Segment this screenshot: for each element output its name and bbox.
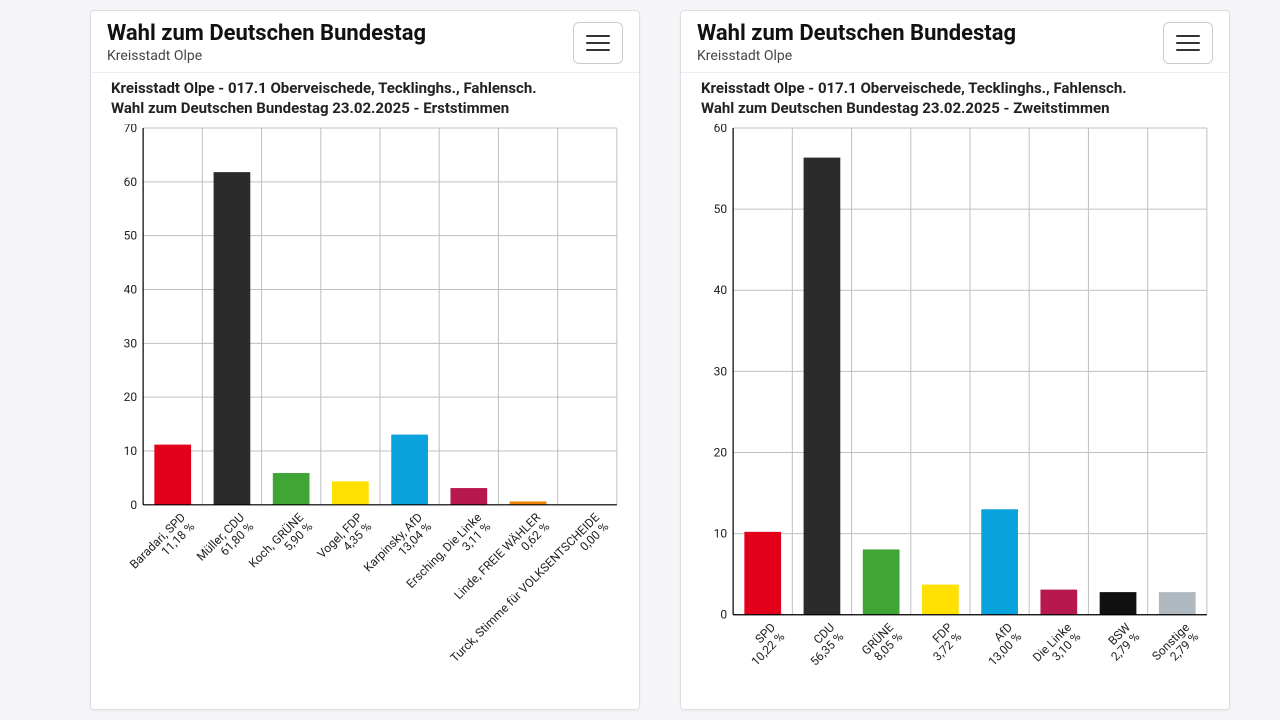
y-tick-label: 20 xyxy=(124,390,138,404)
x-labels: SPD10,22 %CDU56,35 % GRÜNE8,05 % FDP3,72 %… xyxy=(689,621,1217,710)
panel-header: Wahl zum Deutschen Bundestag Kreisstadt … xyxy=(91,11,639,73)
x-tick-label: Müller, CDU61,80 % xyxy=(194,511,256,573)
chart-title: Kreisstadt Olpe - 017.1 Oberveischede, T… xyxy=(701,79,1217,118)
y-tick-label: 0 xyxy=(720,608,727,622)
x-tick-label: FDP3,72 % xyxy=(922,621,965,664)
panel-subtitle: Kreisstadt Olpe xyxy=(697,48,1016,64)
x-tick-label: GRÜNE8,05 % xyxy=(860,621,906,667)
x-tick-label: SPD10,22 % xyxy=(740,621,788,669)
bar xyxy=(1100,592,1137,615)
panel-erststimmen: Wahl zum Deutschen Bundestag Kreisstadt … xyxy=(90,10,640,710)
y-tick-label: 20 xyxy=(714,446,728,460)
panel-titles: Wahl zum Deutschen Bundestag Kreisstadt … xyxy=(697,21,1016,64)
panel-title: Wahl zum Deutschen Bundestag xyxy=(107,21,426,46)
x-tick-label: Die Linke3,10 % xyxy=(1031,621,1084,674)
y-tick-label: 60 xyxy=(714,124,728,135)
bar xyxy=(332,482,369,505)
bar xyxy=(922,585,959,615)
bar xyxy=(154,445,191,505)
y-tick-label: 10 xyxy=(124,444,138,458)
chart-title: Kreisstadt Olpe - 017.1 Oberveischede, T… xyxy=(111,79,627,118)
bar xyxy=(981,510,1018,615)
chart-svg: 0 10 20 30 40 50 60 xyxy=(689,124,1217,705)
chart-wrap-zweitstimmen: Kreisstadt Olpe - 017.1 Oberveischede, T… xyxy=(681,73,1229,709)
bar xyxy=(1040,590,1077,615)
bar xyxy=(804,158,841,615)
y-tick-label: 30 xyxy=(714,365,728,379)
panel-header: Wahl zum Deutschen Bundestag Kreisstadt … xyxy=(681,11,1229,73)
chart-title-line1: Kreisstadt Olpe - 017.1 Oberveischede, T… xyxy=(111,79,537,97)
bar xyxy=(391,435,428,505)
bar xyxy=(863,550,900,615)
chart-title-line2: Wahl zum Deutschen Bundestag 23.02.2025 … xyxy=(111,99,509,117)
stage: Wahl zum Deutschen Bundestag Kreisstadt … xyxy=(0,0,1280,720)
y-tick-label: 40 xyxy=(124,283,138,297)
panel-title: Wahl zum Deutschen Bundestag xyxy=(697,21,1016,46)
x-tick-label: Sonstige2,79 % xyxy=(1150,621,1202,673)
bar xyxy=(744,532,781,615)
y-tick-label: 70 xyxy=(124,124,138,135)
chart-plot-erststimmen: 0 10 20 30 40 50 60 70 Baradari, SPD11,18 %Mülle… xyxy=(99,124,627,705)
y-tick-label: 40 xyxy=(714,284,728,298)
y-tick-label: 30 xyxy=(124,337,138,351)
y-tick-label: 50 xyxy=(714,202,728,216)
menu-button[interactable] xyxy=(573,22,623,64)
panel-subtitle: Kreisstadt Olpe xyxy=(107,48,426,64)
menu-button[interactable] xyxy=(1163,22,1213,64)
chart-title-line2: Wahl zum Deutschen Bundestag 23.02.2025 … xyxy=(701,99,1110,117)
x-tick-label: BSW2,79 % xyxy=(1100,621,1143,664)
y-tick-label: 60 xyxy=(124,175,138,189)
x-tick-label: AfD13,00 % xyxy=(977,621,1025,669)
x-labels: Baradari, SPD11,18 %Müller, CDU61,80 %Ko… xyxy=(99,511,627,710)
panel-titles: Wahl zum Deutschen Bundestag Kreisstadt … xyxy=(107,21,426,64)
y-tick-label: 0 xyxy=(130,498,137,512)
x-tick-label: CDU56,35 % xyxy=(799,621,847,669)
bar xyxy=(450,488,487,505)
chart-plot-zweitstimmen: 0 10 20 30 40 50 60 SPD10,22 %CDU56,35 % GRÜNE8,… xyxy=(689,124,1217,705)
y-tick-label: 50 xyxy=(124,229,138,243)
x-tick-label: Baradari, SPD11,18 % xyxy=(127,511,197,581)
chart-title-line1: Kreisstadt Olpe - 017.1 Oberveischede, T… xyxy=(701,79,1127,97)
y-tick-label: 10 xyxy=(714,527,728,541)
chart-wrap-erststimmen: Kreisstadt Olpe - 017.1 Oberveischede, T… xyxy=(91,73,639,709)
x-tick-label: Koch, GRÜNE5,90 % xyxy=(247,511,316,580)
bar xyxy=(1159,592,1196,615)
bar xyxy=(273,473,310,505)
panel-zweitstimmen: Wahl zum Deutschen Bundestag Kreisstadt … xyxy=(680,10,1230,710)
bar xyxy=(214,172,251,505)
